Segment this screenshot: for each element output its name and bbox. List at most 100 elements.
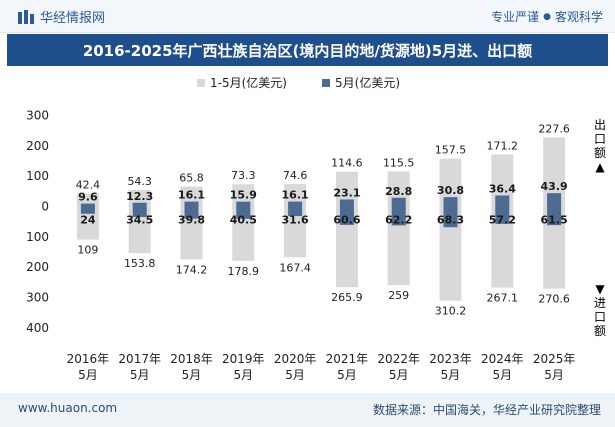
brand-name: 华经情报网 — [40, 11, 106, 26]
top-bar: 华经情报网 专业严谨 ● 客观科学 — [0, 0, 615, 33]
bar-month-export — [132, 202, 147, 207]
bar-month-export — [443, 197, 458, 207]
side-char: 额 — [593, 324, 606, 338]
bar-ytd-import — [128, 206, 151, 254]
x-tick-label: 2020年 5月 — [274, 352, 317, 382]
label-month-export: 12.3 — [126, 190, 153, 203]
y-tick-label: 100 — [26, 169, 49, 183]
label-ytd-import: 167.4 — [279, 261, 311, 274]
bar-ytd-import — [387, 206, 410, 286]
tagline-left: 专业严谨 — [491, 10, 540, 24]
label-month-import: 40.5 — [230, 214, 257, 227]
y-tick-label: 300 — [26, 108, 49, 122]
label-ytd-export: 42.4 — [76, 179, 101, 192]
chart-title: 2016-2025年广西壮族自治区(境内目的地/货源地)5月进、出口额 — [7, 34, 608, 66]
label-ytd-import: 259 — [388, 289, 409, 302]
label-month-export: 15.9 — [230, 189, 257, 202]
label-ytd-export: 114.6 — [331, 157, 363, 170]
x-tick-label: 2024年 5月 — [481, 352, 524, 382]
side-char: ▼ — [595, 282, 605, 296]
y-tick-label: 200 — [26, 260, 49, 274]
label-ytd-import: 178.9 — [228, 265, 260, 278]
label-month-export: 16.1 — [178, 189, 205, 202]
x-tick-label: 2016年 5月 — [67, 352, 110, 382]
legend-swatch-ytd — [197, 79, 205, 87]
footer-source: 数据来源：中国海关，华经产业研究院整理 — [372, 403, 601, 417]
legend-label-ytd: 1-5月(亿美元) — [210, 75, 287, 90]
brand: 华经情报网 — [18, 7, 105, 26]
bar-ytd-export — [387, 171, 410, 207]
bar-month-export — [288, 201, 303, 207]
label-ytd-import: 267.1 — [487, 292, 519, 305]
bar-ytd-export — [491, 154, 514, 207]
bar-month-export — [184, 201, 199, 207]
bar-ytd-export — [128, 190, 151, 207]
bar-ytd-export — [335, 171, 358, 207]
x-tick-label: 2022年 5月 — [377, 352, 420, 382]
footer-url: www.huaon.com — [18, 401, 118, 415]
bar-month-import — [339, 206, 354, 225]
label-month-export: 43.9 — [541, 180, 568, 193]
bar-ytd-import — [76, 206, 99, 240]
legend-label-month: 5月(亿美元) — [335, 75, 400, 90]
side-char: 口 — [593, 310, 606, 324]
label-month-import: 34.5 — [126, 214, 153, 227]
chart: 300 200 100 0 100 200 300 400 1-5月(亿美元) 5月(亿美元) 42… — [26, 75, 576, 382]
y-tick-label: 100 — [26, 230, 49, 244]
label-month-export: 30.8 — [437, 184, 464, 197]
label-month-export: 9.6 — [78, 191, 98, 204]
bar-month-export — [236, 201, 251, 207]
x-tick-label: 2018年 5月 — [170, 352, 213, 382]
x-tick-label: 2021年 5月 — [326, 352, 369, 382]
bar-ytd-import — [335, 206, 358, 288]
label-month-import: 60.6 — [333, 214, 360, 227]
bar-month-import — [495, 206, 510, 224]
y-tick-label: 400 — [26, 321, 49, 335]
label-month-import: 61.5 — [541, 214, 568, 227]
bar-ytd-export — [284, 183, 307, 207]
label-month-export: 23.1 — [333, 186, 360, 199]
bar-ytd-import — [439, 206, 462, 301]
x-tick-label: 2019年 5月 — [222, 352, 265, 382]
bar-month-export — [547, 193, 562, 207]
bar-ytd-export — [543, 137, 566, 207]
bar-month-import — [236, 206, 251, 219]
bar-month-import — [391, 206, 406, 226]
side-char: 出 — [593, 118, 606, 132]
label-month-export: 36.4 — [489, 182, 516, 195]
side-char: 口 — [593, 132, 606, 146]
tagline-right: 客观科学 — [554, 10, 603, 24]
bar-ytd-export — [232, 184, 255, 207]
label-month-import: 31.6 — [282, 214, 309, 227]
label-ytd-export: 73.3 — [231, 169, 256, 182]
label-ytd-export: 157.5 — [435, 144, 467, 157]
x-tick-label: 2025年 5月 — [533, 352, 576, 382]
label-ytd-export: 171.2 — [487, 140, 519, 153]
label-month-export: 16.1 — [282, 189, 309, 202]
bar-month-export — [80, 203, 95, 207]
bar-month-import — [184, 206, 199, 219]
label-ytd-import: 270.6 — [538, 293, 570, 306]
bar-month-export — [339, 199, 354, 207]
label-month-import: 24 — [80, 214, 96, 227]
label-month-import: 57.2 — [489, 214, 516, 227]
bar-ytd-export — [76, 193, 99, 207]
bar-ytd-export — [180, 186, 203, 207]
tagline-dot: ● — [543, 11, 551, 22]
label-month-import: 68.3 — [437, 214, 464, 227]
bar-ytd-export — [439, 158, 462, 207]
side-label-export: 出口额 ▲ — [593, 118, 607, 174]
bar-ytd-import — [491, 206, 514, 288]
side-char: ▲ — [595, 160, 605, 174]
side-char: 额 — [593, 146, 606, 160]
y-tick-label: 300 — [26, 291, 49, 305]
label-ytd-export: 227.6 — [538, 122, 570, 135]
label-ytd-export: 115.5 — [383, 156, 415, 169]
legend-swatch-month — [322, 79, 330, 87]
label-ytd-export: 65.8 — [179, 172, 204, 185]
label-ytd-import: 174.2 — [176, 263, 208, 276]
bar-ytd-import — [543, 206, 566, 289]
bar-month-import — [80, 206, 95, 214]
label-ytd-import: 310.2 — [435, 305, 467, 318]
bar-month-export — [391, 197, 406, 207]
